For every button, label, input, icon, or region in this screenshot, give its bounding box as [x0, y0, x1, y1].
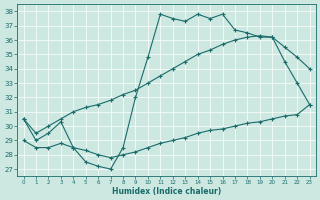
- X-axis label: Humidex (Indice chaleur): Humidex (Indice chaleur): [112, 187, 221, 196]
